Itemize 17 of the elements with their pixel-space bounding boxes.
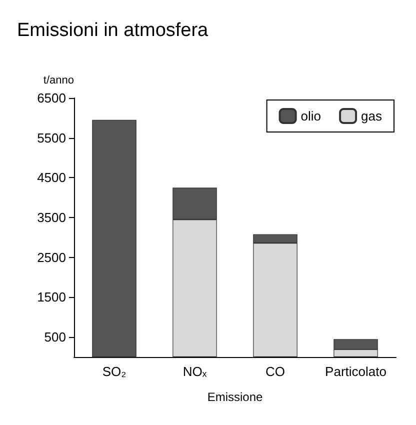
x-tick-label: NOₓ	[182, 364, 208, 379]
y-tick-label: 6500	[37, 90, 66, 106]
y-tick-label: 4500	[37, 170, 66, 186]
y-tick-label: 500	[44, 330, 66, 345]
y-axis-title: t/anno	[43, 74, 74, 86]
x-tick-label: CO	[266, 364, 285, 379]
y-tick-label: 5500	[37, 130, 66, 146]
legend-label: olio	[300, 108, 322, 124]
chart-title: Emissioni in atmosfera	[17, 20, 209, 41]
x-axis-title: Emissione	[207, 390, 263, 404]
y-tick-label: 3500	[37, 210, 66, 226]
y-tick-label: 1500	[37, 290, 66, 305]
x-tick-label: SO₂	[102, 364, 126, 379]
y-tick-label: 2500	[37, 250, 66, 265]
bar	[92, 120, 136, 357]
legend-label: gas	[361, 108, 382, 124]
x-tick-label: Particolato	[325, 364, 386, 379]
